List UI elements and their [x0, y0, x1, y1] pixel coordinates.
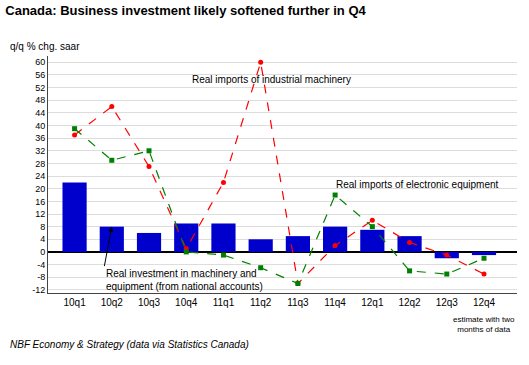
svg-text:12q2: 12q2 [398, 297, 421, 308]
svg-text:-4: -4 [37, 260, 45, 270]
svg-text:44: 44 [35, 108, 45, 118]
svg-text:10q3: 10q3 [138, 297, 161, 308]
svg-text:11q1: 11q1 [213, 297, 235, 308]
svg-text:32: 32 [35, 146, 45, 156]
svg-text:12q3: 12q3 [436, 297, 459, 308]
svg-text:12q4: 12q4 [473, 297, 496, 308]
svg-text:Real imports of industrial mac: Real imports of industrial machinery [192, 74, 351, 85]
svg-text:8: 8 [40, 222, 45, 232]
svg-text:28: 28 [35, 159, 45, 169]
svg-text:Real investment in machinery a: Real investment in machinery andequipmen… [106, 268, 263, 292]
svg-text:24: 24 [35, 171, 45, 181]
svg-text:40: 40 [35, 121, 45, 131]
svg-text:10q2: 10q2 [101, 297, 124, 308]
svg-text:Canada: Business investment li: Canada: Business investment likely softe… [5, 3, 366, 18]
svg-text:56: 56 [35, 70, 45, 80]
svg-text:11q3: 11q3 [287, 297, 309, 308]
svg-text:48: 48 [35, 95, 45, 105]
svg-text:NBF Economy & Strategy (data v: NBF Economy & Strategy (data via Statist… [10, 339, 249, 350]
svg-text:10q1: 10q1 [63, 297, 86, 308]
svg-text:20: 20 [35, 184, 45, 194]
svg-text:12: 12 [35, 209, 45, 219]
svg-text:-8: -8 [37, 272, 45, 282]
svg-text:Real imports of electronic equ: Real imports of electronic equipment [336, 179, 499, 190]
svg-text:52: 52 [35, 83, 45, 93]
svg-text:36: 36 [35, 133, 45, 143]
svg-text:4: 4 [40, 234, 45, 244]
svg-text:16: 16 [35, 197, 45, 207]
svg-text:-12: -12 [32, 285, 45, 295]
svg-text:estimate with twomonths of dat: estimate with twomonths of data [453, 315, 515, 334]
svg-text:60: 60 [35, 57, 45, 67]
svg-text:11q4: 11q4 [324, 297, 346, 308]
svg-text:11q2: 11q2 [250, 297, 272, 308]
svg-text:12q1: 12q1 [361, 297, 384, 308]
svg-text:10q4: 10q4 [175, 297, 198, 308]
svg-text:q/q % chg. saar: q/q % chg. saar [10, 41, 80, 52]
svg-text:0: 0 [40, 247, 45, 257]
